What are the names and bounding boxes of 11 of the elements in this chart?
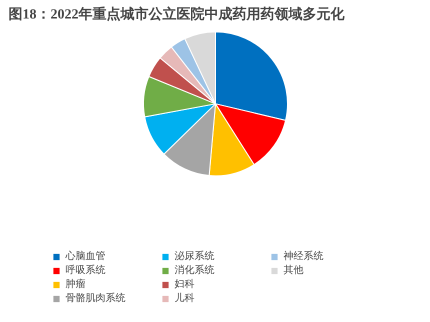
legend-label: 消化系统 [174,264,216,277]
legend-label: 心脑血管 [66,250,106,263]
legend-label: 肿瘤 [66,278,86,291]
legend-label: 骨骼肌肉系统 [66,292,126,305]
legend-label: 神经系统 [284,250,324,263]
legend-label: 呼吸系统 [66,264,106,277]
legend-label: 妇科 [174,278,196,291]
legend-label: 泌尿系统 [174,250,216,263]
legend-label: 其他 [284,264,304,277]
legend-label: 儿科 [174,292,196,305]
chart-title: 图18：2022年重点城市公立医院中成药用药领域多元化 [8,6,346,22]
